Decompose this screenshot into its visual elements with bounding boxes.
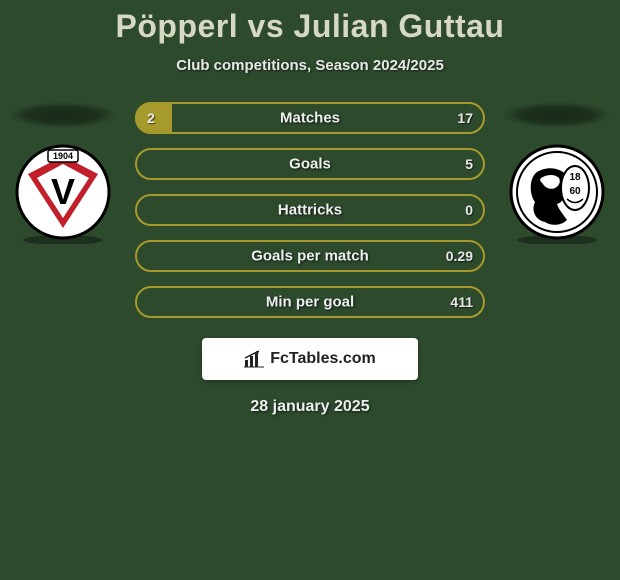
tsv-1860-crest-icon: 18 60 (507, 144, 607, 244)
stat-row-matches: 2 Matches 17 (135, 102, 485, 134)
left-club-column: V 1904 (8, 102, 118, 244)
stat-label: Min per goal (266, 294, 354, 311)
fctables-brand-card[interactable]: FcTables.com (202, 338, 418, 380)
date-text: 28 january 2025 (0, 398, 620, 416)
shadow-ellipse-icon (502, 102, 612, 128)
footer: FcTables.com 28 january 2025 (0, 338, 620, 416)
left-club-year: 1904 (53, 151, 73, 161)
stat-right-value: 5 (465, 156, 473, 172)
main-row: V 1904 2 Matches 17 Goals 5 (0, 102, 620, 318)
stat-right-value: 0 (465, 202, 473, 218)
stat-row-goals-per-match: Goals per match 0.29 (135, 240, 485, 272)
stat-label: Goals (289, 156, 331, 173)
stat-right-value: 411 (450, 294, 473, 310)
viktoria-koln-crest-icon: V 1904 (13, 144, 113, 244)
stat-row-min-per-goal: Min per goal 411 (135, 286, 485, 318)
page-title: Pöpperl vs Julian Guttau (0, 8, 620, 45)
svg-text:V: V (51, 171, 75, 212)
stat-right-value: 0.29 (446, 248, 473, 264)
right-club-column: 18 60 (502, 102, 612, 244)
stat-row-hattricks: Hattricks 0 (135, 194, 485, 226)
stats-column: 2 Matches 17 Goals 5 Hattricks 0 (135, 102, 485, 318)
svg-text:18: 18 (569, 172, 581, 183)
stat-right-value: 17 (457, 110, 473, 126)
shadow-ellipse-icon (8, 102, 118, 128)
stat-label: Goals per match (251, 248, 369, 265)
stat-label: Hattricks (278, 202, 342, 219)
bar-chart-icon (244, 350, 264, 368)
subtitle: Club competitions, Season 2024/2025 (0, 57, 620, 74)
stat-label: Matches (280, 110, 340, 127)
svg-text:60: 60 (569, 186, 581, 197)
stat-left-value: 2 (147, 110, 155, 126)
comparison-card: Pöpperl vs Julian Guttau Club competitio… (0, 0, 620, 416)
stat-row-goals: Goals 5 (135, 148, 485, 180)
brand-text: FcTables.com (270, 350, 376, 368)
